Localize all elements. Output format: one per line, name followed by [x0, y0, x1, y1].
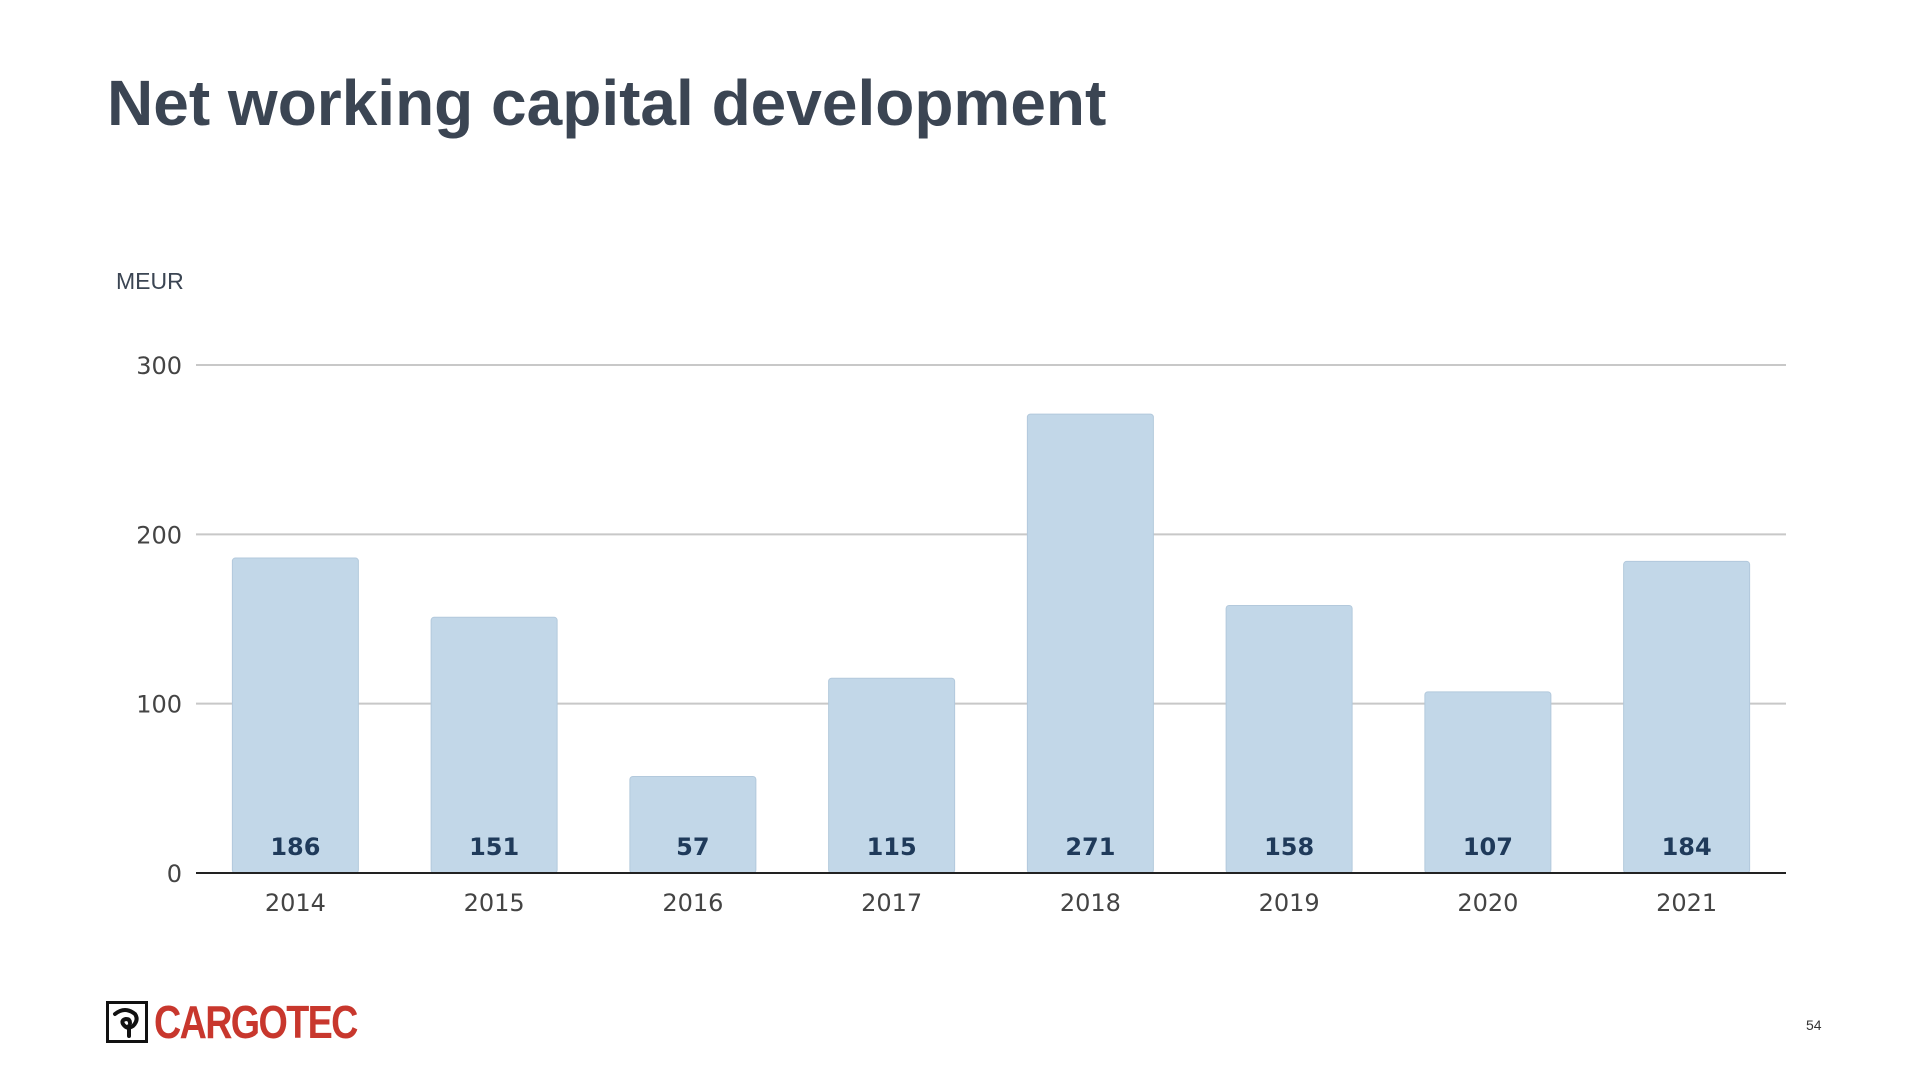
- ram-logo-icon: [106, 1001, 148, 1043]
- data-label-2017: 115: [867, 833, 917, 861]
- slide-title: Net working capital development: [107, 67, 1107, 139]
- y-tick-label-100: 100: [136, 691, 182, 719]
- y-tick-label-200: 200: [136, 521, 182, 549]
- data-label-2016: 57: [676, 833, 709, 861]
- cargotec-logo: CARGOTEC: [106, 998, 401, 1046]
- x-tick-label-2017: 2017: [861, 889, 922, 917]
- x-tick-label-2019: 2019: [1259, 889, 1320, 917]
- data-label-2021: 184: [1662, 833, 1712, 861]
- y-tick-label-300: 300: [136, 352, 182, 380]
- data-label-2014: 186: [270, 833, 320, 861]
- data-label-2020: 107: [1463, 833, 1513, 861]
- bar-2021: [1623, 560, 1751, 874]
- data-label-2015: 151: [469, 833, 519, 861]
- x-tick-label-2021: 2021: [1656, 889, 1717, 917]
- x-tick-label-2014: 2014: [265, 889, 326, 917]
- logo-wordmark: CARGOTEC: [154, 996, 358, 1048]
- x-tick-label-2018: 2018: [1060, 889, 1121, 917]
- y-tick-label-0: 0: [167, 860, 182, 888]
- page-number: 54: [1806, 1017, 1822, 1033]
- unit-label: MEUR: [116, 268, 184, 294]
- x-tick-label-2015: 2015: [464, 889, 525, 917]
- x-tick-label-2020: 2020: [1457, 889, 1518, 917]
- bar-2018: [1026, 413, 1154, 874]
- data-label-2019: 158: [1264, 833, 1314, 861]
- x-tick-label-2016: 2016: [662, 889, 723, 917]
- bar-2014: [231, 557, 359, 874]
- data-label-2018: 271: [1065, 833, 1115, 861]
